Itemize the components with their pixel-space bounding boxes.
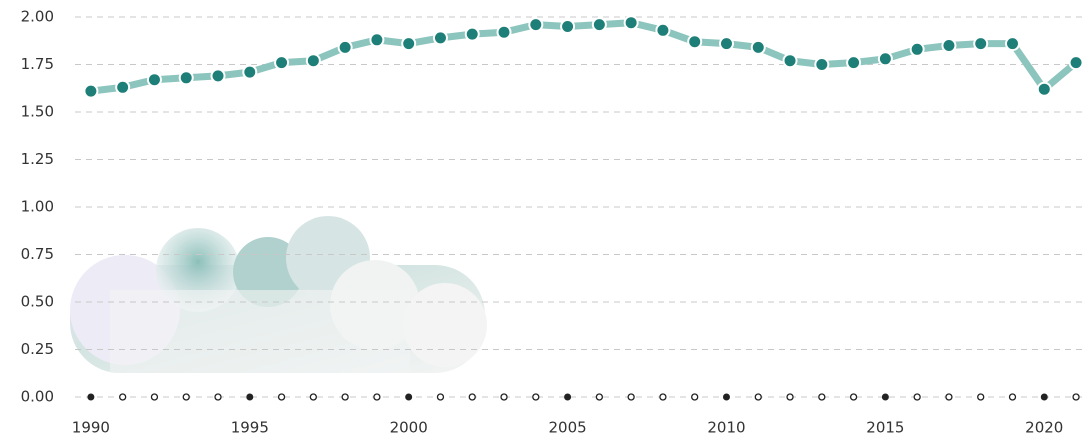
- x-tick-label: 2015: [866, 419, 904, 437]
- year-dot: [119, 393, 127, 401]
- y-tick-label: 0.25: [21, 340, 54, 358]
- point: [528, 17, 544, 33]
- point: [941, 38, 957, 53]
- point: [337, 39, 353, 55]
- year-dot: [309, 393, 317, 401]
- point: [305, 53, 321, 69]
- year-dot: [150, 393, 159, 401]
- year-dot: [786, 393, 794, 401]
- point: [210, 68, 226, 84]
- y-tick-label: 2.00: [21, 8, 54, 26]
- line: [90, 19, 1079, 95]
- year-dot: [818, 393, 826, 401]
- point: [1036, 81, 1052, 97]
- y-tick-label: 1.00: [21, 198, 54, 216]
- year-dot: [468, 393, 476, 401]
- y-tick-label: 1.25: [21, 150, 54, 168]
- point: [115, 79, 131, 95]
- point: [146, 72, 162, 88]
- year-dot: [1040, 393, 1048, 401]
- year-dot: [945, 393, 953, 401]
- point: [782, 53, 798, 69]
- x-tick-label: 2005: [548, 419, 586, 437]
- year-dot: [722, 393, 730, 401]
- year-dot: [659, 393, 667, 401]
- point: [560, 19, 576, 34]
- point: [83, 83, 99, 99]
- year-dot: [564, 393, 572, 401]
- year-dot: [405, 393, 413, 401]
- point: [1068, 55, 1084, 71]
- year-dot: [373, 393, 381, 401]
- point: [591, 17, 607, 33]
- year-dot: [595, 393, 604, 401]
- point: [432, 30, 448, 46]
- year-dot: [436, 393, 445, 401]
- cloud-decoration: [70, 216, 487, 373]
- y-tick-label: 0.75: [21, 245, 54, 263]
- year-dot: [754, 393, 762, 401]
- point: [846, 55, 862, 71]
- point: [750, 39, 766, 55]
- point: [274, 55, 290, 71]
- year-dot: [246, 393, 254, 401]
- point: [909, 41, 925, 57]
- x-tick-label: 2010: [707, 419, 745, 437]
- y-tick-label: 0.50: [21, 293, 54, 311]
- year-dot: [1072, 393, 1080, 401]
- point: [623, 15, 639, 31]
- year-dot: [214, 393, 222, 401]
- year-dot: [182, 393, 190, 401]
- point: [877, 51, 893, 67]
- year-dot: [913, 393, 921, 401]
- point: [687, 34, 703, 50]
- year-dot: [87, 393, 95, 401]
- year-dot: [532, 393, 540, 401]
- year-dot: [849, 393, 858, 401]
- point: [496, 24, 512, 40]
- x-tick-label: 1990: [72, 419, 110, 437]
- x-tick-label: 1995: [231, 419, 269, 437]
- year-dot: [500, 393, 508, 401]
- y-tick-label: 0.00: [21, 388, 54, 406]
- point: [178, 70, 194, 86]
- year-dot: [691, 393, 699, 401]
- year-dot: [881, 393, 889, 401]
- point: [369, 32, 385, 48]
- point: [655, 22, 671, 38]
- year-dot: [627, 393, 635, 401]
- x-tick-label: 2000: [390, 419, 428, 437]
- year-dot: [977, 393, 985, 401]
- point: [242, 64, 258, 80]
- y-tick-label: 1.75: [21, 55, 54, 73]
- year-dot: [277, 393, 286, 401]
- point: [718, 36, 734, 52]
- point: [814, 57, 830, 72]
- x-tick-label: 2020: [1025, 419, 1063, 437]
- year-dot: [1008, 393, 1017, 401]
- point: [401, 36, 417, 52]
- year-dot: [341, 393, 349, 401]
- point: [464, 26, 480, 42]
- y-tick-label: 1.50: [21, 103, 54, 121]
- point: [973, 36, 989, 52]
- point: [1004, 36, 1020, 52]
